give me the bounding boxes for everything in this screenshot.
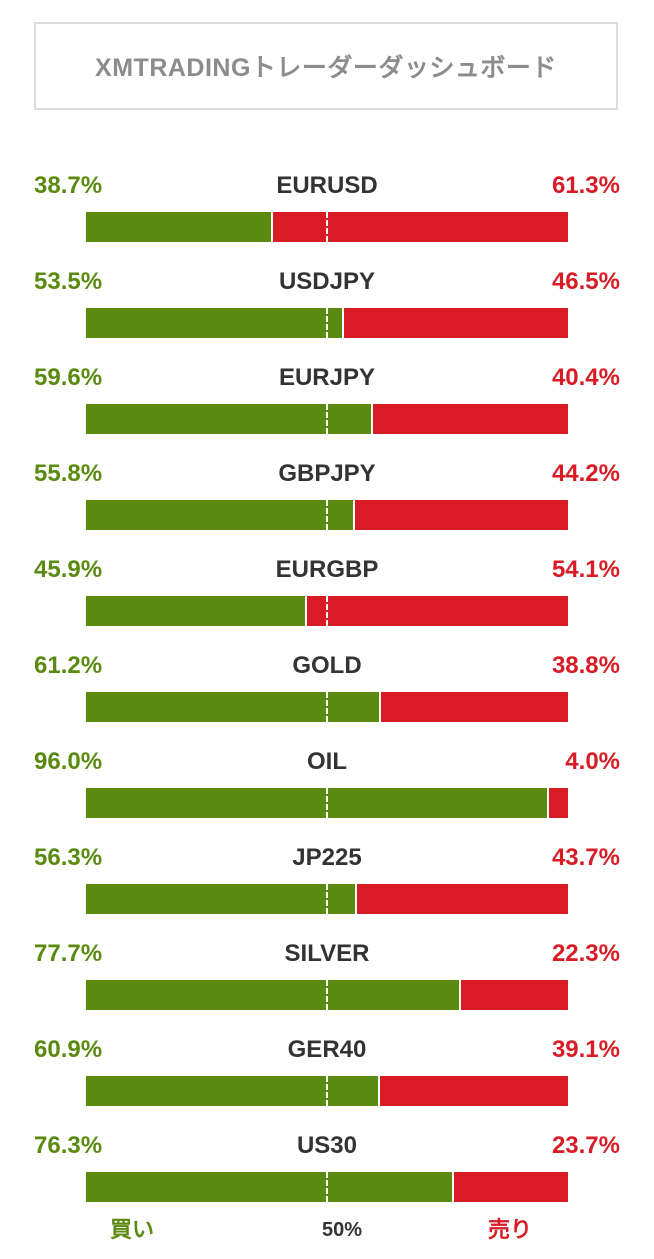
buy-percentage: 55.8% <box>34 460 103 487</box>
buy-fill <box>86 788 549 818</box>
buy-fill <box>86 308 344 338</box>
buy-fill <box>86 596 307 626</box>
sentiment-bar <box>86 788 568 818</box>
buy-percentage: 45.9% <box>34 556 103 583</box>
sentiment-bar <box>86 404 568 434</box>
buy-fill <box>86 212 273 242</box>
instrument-symbol: GER40 <box>287 1036 367 1063</box>
sell-percentage: 22.3% <box>551 940 620 967</box>
dashboard-title: XMTRADINGトレーダーダッシュボード <box>95 54 557 82</box>
buy-fill <box>86 884 357 914</box>
buy-percentage: 38.7% <box>34 172 103 199</box>
sell-percentage: 46.5% <box>551 268 620 295</box>
sell-percentage: 39.1% <box>551 1036 620 1063</box>
sell-percentage: 38.8% <box>551 652 620 679</box>
midpoint-marker <box>326 500 328 530</box>
sentiment-bar <box>86 596 568 626</box>
midpoint-marker <box>326 884 328 914</box>
sentiment-bar <box>86 212 568 242</box>
instrument-row-eurgbp: 45.9% EURGBP 54.1% <box>0 550 654 646</box>
sell-legend-label: 売り <box>488 1217 533 1242</box>
instrument-symbol: USDJPY <box>278 268 376 295</box>
instrument-symbol: GBPJPY <box>278 460 376 487</box>
midpoint-marker <box>326 1076 328 1106</box>
instrument-row-eurusd: 38.7% EURUSD 61.3% <box>0 166 654 262</box>
buy-percentage: 96.0% <box>34 748 103 775</box>
instrument-symbol: OIL <box>307 748 347 775</box>
sentiment-bar <box>86 308 568 338</box>
buy-percentage: 59.6% <box>34 364 103 391</box>
buy-fill <box>86 500 355 530</box>
instrument-symbol: GOLD <box>292 652 362 679</box>
sentiment-bar <box>86 1076 568 1106</box>
buy-legend-label: 買い <box>110 1217 155 1242</box>
sentiment-bar <box>86 692 568 722</box>
instrument-symbol: EURJPY <box>278 364 376 391</box>
instrument-row-ger40: 60.9% GER40 39.1% <box>0 1030 654 1126</box>
dashboard-title-box: XMTRADINGトレーダーダッシュボード <box>34 22 618 110</box>
buy-percentage: 60.9% <box>34 1036 103 1063</box>
sell-percentage: 4.0% <box>565 748 620 775</box>
sentiment-bar <box>86 980 568 1010</box>
instrument-row-jp225: 56.3% JP225 43.7% <box>0 838 654 934</box>
instrument-row-oil: 96.0% OIL 4.0% <box>0 742 654 838</box>
midpoint-marker <box>326 308 328 338</box>
instrument-row-silver: 77.7% SILVER 22.3% <box>0 934 654 1030</box>
midpoint-marker <box>326 692 328 722</box>
instrument-symbol: EURUSD <box>276 172 378 199</box>
buy-percentage: 56.3% <box>34 844 103 871</box>
sell-percentage: 44.2% <box>551 460 620 487</box>
buy-fill <box>86 980 461 1010</box>
midpoint-legend-label: 50% <box>322 1219 363 1241</box>
instrument-row-us30: 76.3% US30 23.7% <box>0 1126 654 1222</box>
sentiment-bar <box>86 500 568 530</box>
instrument-row-usdjpy: 53.5% USDJPY 46.5% <box>0 262 654 358</box>
sell-percentage: 43.7% <box>551 844 620 871</box>
sell-percentage: 61.3% <box>551 172 620 199</box>
midpoint-marker <box>326 212 328 242</box>
buy-percentage: 61.2% <box>34 652 103 679</box>
sentiment-bar <box>86 884 568 914</box>
buy-fill <box>86 404 373 434</box>
midpoint-marker <box>326 404 328 434</box>
sell-percentage: 54.1% <box>551 556 620 583</box>
midpoint-marker <box>326 788 328 818</box>
midpoint-marker <box>326 596 328 626</box>
sell-percentage: 40.4% <box>551 364 620 391</box>
legend-footer: 買い 50% 売り <box>0 1212 654 1252</box>
midpoint-marker <box>326 980 328 1010</box>
buy-fill <box>86 1076 380 1106</box>
buy-fill <box>86 692 381 722</box>
buy-fill <box>86 1172 454 1202</box>
sentiment-bar <box>86 1172 568 1202</box>
buy-percentage: 53.5% <box>34 268 103 295</box>
midpoint-marker <box>326 1172 328 1202</box>
instrument-symbol: US30 <box>296 1132 358 1159</box>
instrument-symbol: JP225 <box>292 844 362 871</box>
instrument-row-gbpjpy: 55.8% GBPJPY 44.2% <box>0 454 654 550</box>
buy-percentage: 77.7% <box>34 940 103 967</box>
buy-percentage: 76.3% <box>34 1132 103 1159</box>
instrument-row-eurjpy: 59.6% EURJPY 40.4% <box>0 358 654 454</box>
sentiment-list: 38.7% EURUSD 61.3% 53.5% USDJPY 46.5% 59… <box>0 166 654 1222</box>
instrument-row-gold: 61.2% GOLD 38.8% <box>0 646 654 742</box>
sell-percentage: 23.7% <box>551 1132 620 1159</box>
instrument-symbol: EURGBP <box>275 556 379 583</box>
instrument-symbol: SILVER <box>284 940 370 967</box>
